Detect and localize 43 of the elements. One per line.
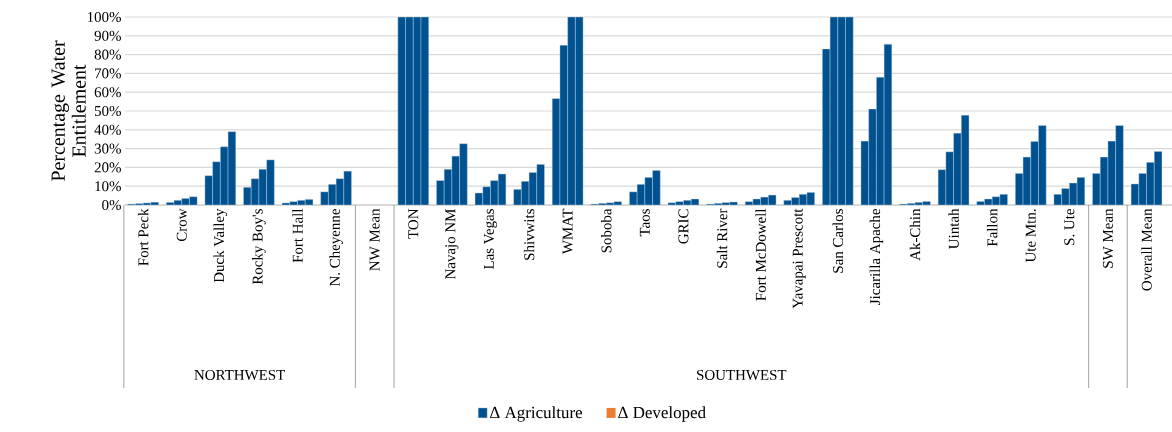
y-tick-label: 10%: [95, 181, 121, 192]
x-tick-label: NW Mean: [369, 208, 380, 271]
x-tick-label: Uintah: [948, 208, 959, 249]
text: SOUTHWEST: [697, 369, 787, 381]
text: NORTHWEST: [194, 369, 285, 381]
x-tick-label: WMAT: [562, 208, 573, 255]
y-tick-label: 70%: [95, 68, 121, 79]
y-tick-label: 30%: [94, 143, 121, 154]
x-tick-label: Overall Mean: [1141, 208, 1152, 291]
y-tick-label: 60%: [94, 87, 121, 98]
x-tick-label: Ak-Chin: [909, 208, 921, 261]
x-tick-label: Duck Valley: [213, 208, 228, 283]
x-tick-label: GRIC: [678, 209, 689, 244]
legend-label: Δ Agriculture: [490, 406, 582, 422]
x-tick-label: Las Vegas: [483, 209, 497, 270]
x-tick-label: Fort Hall: [292, 208, 303, 263]
y-tick-label: 0%: [102, 199, 121, 211]
x-tick-label: Shivwits: [523, 209, 535, 260]
x-tick-label: Crow: [176, 208, 187, 242]
x-tick-label: Ute Mtn.: [1025, 209, 1036, 263]
y-tick-label: 80%: [94, 49, 121, 60]
x-tick-label: SW Mean: [1102, 208, 1113, 268]
y-tick-label: 90%: [94, 30, 121, 41]
x-tick-label: Jicarilla Apache: [869, 209, 884, 305]
x-tick-label: Taos: [639, 209, 650, 237]
y-axis-title: Percentage Water Entitlement: [51, 40, 86, 181]
legend-label: Δ Developed: [618, 406, 706, 422]
x-tick-label: S. Ute: [1064, 209, 1075, 245]
x-tick-label: Rocky Boy's: [252, 209, 266, 285]
x-tick-label: Salt River: [716, 208, 728, 268]
x-tick-label: Navajo NM: [445, 208, 459, 280]
x-tick-label: Fort Peck: [137, 208, 149, 266]
x-tick-label: Fort McDowell: [755, 208, 766, 301]
y-tick-label: 20%: [94, 162, 121, 173]
y-tick-label: 100%: [87, 11, 121, 23]
x-tick-label: Yavapai Prescott: [792, 208, 806, 309]
x-tick-label: San Carlos: [832, 209, 844, 273]
x-tick-label: N. Cheyenne: [329, 209, 343, 287]
x-tick-label: Fallon: [986, 208, 998, 247]
y-tick-label: 40%: [94, 124, 121, 135]
x-tick-label: TON: [408, 208, 419, 239]
x-tick-label: Soboba: [601, 208, 612, 253]
y-tick-label: 50%: [94, 105, 121, 117]
